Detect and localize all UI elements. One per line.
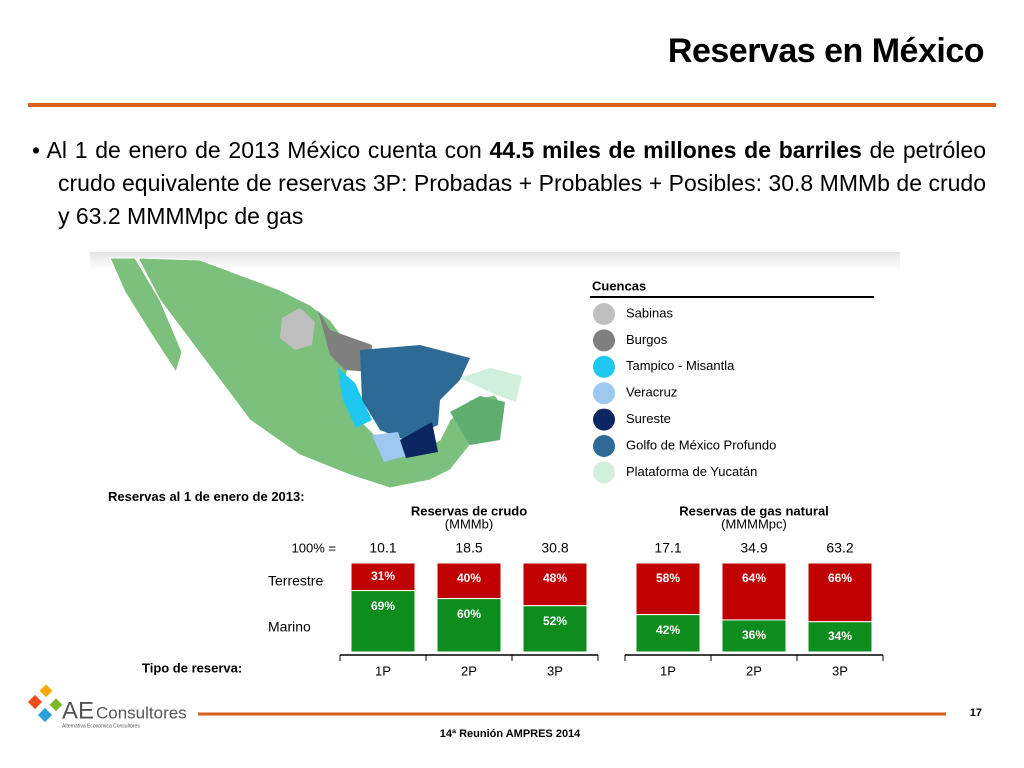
chart-subtitle: (MMMMpc) <box>721 516 787 531</box>
bullet-text: Al 1 de enero de 2013 México cuenta con <box>46 137 490 163</box>
value-label: 66% <box>828 571 852 585</box>
bar-segment <box>350 562 416 592</box>
category-label: 2P <box>746 663 762 678</box>
legend-label: Sureste <box>626 411 671 426</box>
bar-segment <box>350 590 416 653</box>
slide-title: Reservas en México <box>667 32 985 70</box>
value-label: 31% <box>371 569 395 583</box>
category-label: 2P <box>461 663 477 678</box>
legend-swatch <box>593 435 615 457</box>
bullet-bold: 44.5 miles de millones de barriles <box>489 137 862 163</box>
legend-swatch <box>593 382 615 405</box>
legend-label: Tampico - Misantla <box>626 358 735 373</box>
total-label: 100% = <box>292 540 336 555</box>
bar-segment <box>721 619 787 653</box>
category-label: 3P <box>547 663 563 678</box>
value-label: 58% <box>656 571 680 585</box>
legend-swatch <box>593 355 615 378</box>
page-number: 17 <box>970 707 982 719</box>
legend-label: Veracruz <box>626 385 677 400</box>
type-label: Tipo de reserva: <box>142 660 242 675</box>
value-label: 36% <box>742 628 766 642</box>
series-label: Terrestre <box>268 573 323 589</box>
legend-swatch <box>593 303 615 325</box>
value-label: 64% <box>742 571 766 585</box>
chart-title: Reservas de crudo <box>411 503 527 518</box>
bullet-text: de petróleo crudo equivalente de reserva… <box>58 137 986 229</box>
title-rule <box>28 103 996 107</box>
date-label-text: Reservas al 1 de enero de 2013: <box>108 489 305 504</box>
value-label: 48% <box>543 571 567 585</box>
bar-segment <box>436 598 502 653</box>
legend-label: Plataforma de Yucatán <box>626 464 757 479</box>
legend-label: Golfo de México Profundo <box>626 437 776 452</box>
bar-segment <box>522 605 588 653</box>
value-label: 40% <box>457 571 481 585</box>
bar-segment <box>436 562 502 600</box>
category-label: 1P <box>375 663 391 678</box>
bar-segment <box>807 621 873 653</box>
event: 14ª Reunión AMPRES 2014 <box>440 728 581 740</box>
chart-title: Reservas de gas natural <box>679 503 829 518</box>
series-label: Marino <box>268 619 311 635</box>
total-value: 34.9 <box>740 540 767 556</box>
value-label: 60% <box>457 607 481 621</box>
total-value: 17.1 <box>654 540 681 556</box>
logo-word: Consultores <box>96 703 187 722</box>
legend-title: Cuencas <box>592 278 646 293</box>
logo-text: AE <box>62 697 94 724</box>
bar-segment <box>807 562 873 623</box>
total-value: 10.1 <box>369 540 396 556</box>
legend-swatch <box>593 408 615 431</box>
date-label: Reservas al 1 de enero de 2013: <box>108 489 305 504</box>
value-label: 52% <box>543 614 567 628</box>
total-value: 63.2 <box>826 540 853 556</box>
bar-segment <box>635 614 701 653</box>
bar-segment <box>635 562 701 616</box>
legend-label: Burgos <box>626 332 668 347</box>
value-label: 69% <box>371 599 395 613</box>
map-shade <box>90 252 900 270</box>
legend-label: Sabinas <box>626 305 673 320</box>
value-label: 34% <box>828 629 852 643</box>
category-label: 1P <box>660 663 676 678</box>
total-value: 18.5 <box>455 540 482 556</box>
category-label: 3P <box>832 663 848 678</box>
bullet: • Al 1 de enero de 2013 México cuenta co… <box>32 137 986 229</box>
logo <box>27 684 63 723</box>
map <box>109 257 522 489</box>
legend-swatch <box>593 329 615 352</box>
logo-tagline: Alternativa Económica Consultores <box>62 723 140 729</box>
legend-swatch <box>593 461 615 484</box>
total-value: 30.8 <box>541 540 568 556</box>
chart-subtitle: (MMMb) <box>445 516 493 531</box>
value-label: 42% <box>656 623 680 637</box>
